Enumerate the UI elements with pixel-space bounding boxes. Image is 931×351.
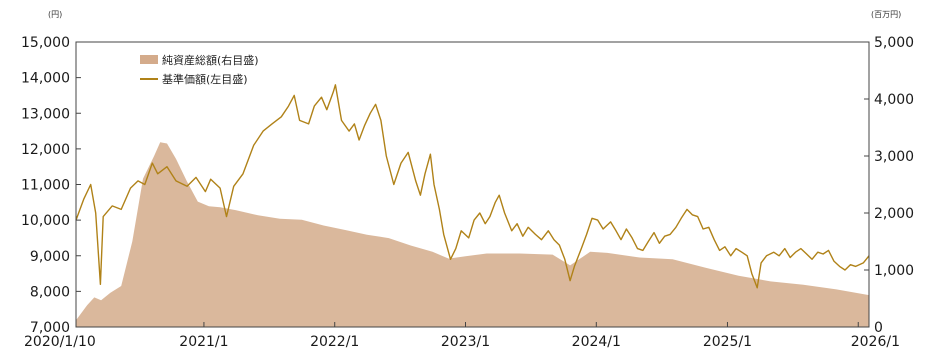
left-tick-label-12-000: 12,000 bbox=[21, 142, 70, 158]
left-tick-label-14-000: 14,000 bbox=[21, 71, 70, 87]
x-tick-label-2025-1: 2025/1 bbox=[703, 334, 752, 350]
right-tick-label-1-000: 1,000 bbox=[874, 263, 914, 279]
left-tick-label-8-000: 8,000 bbox=[30, 284, 70, 300]
right-tick-label-4-000: 4,000 bbox=[874, 92, 914, 108]
x-tick-label-2026-1: 2026/1 bbox=[851, 334, 900, 350]
x-tick-label-2020-1-10: 2020/1/10 bbox=[24, 334, 96, 350]
right-axis: 0 1,000 2,000 3,000 4,000 5,000 bbox=[864, 35, 914, 336]
left-tick-label-15-000: 15,000 bbox=[21, 35, 70, 51]
left-tick-label-13-000: 13,000 bbox=[21, 106, 70, 122]
left-axis: 7,000 8,000 9,000 10,000 11,000 12,000 13,000 1… bbox=[21, 35, 81, 336]
legend-label-nav: 基準価額(左目盛) bbox=[162, 72, 248, 86]
right-tick-label-3-000: 3,000 bbox=[874, 149, 914, 165]
right-tick-label-5-000: 5,000 bbox=[874, 35, 914, 51]
x-tick-label-2023-1: 2023/1 bbox=[441, 334, 490, 350]
left-tick-label-10-000: 10,000 bbox=[21, 213, 70, 229]
x-tick-label-2022-1: 2022/1 bbox=[310, 334, 359, 350]
legend-swatch-net-assets bbox=[140, 55, 158, 64]
left-axis-unit: (円) bbox=[48, 10, 62, 19]
legend: 純資産総額(右目盛) 基準価額(左目盛) bbox=[140, 53, 259, 86]
nav-line bbox=[75, 84, 870, 289]
left-tick-label-11-000: 11,000 bbox=[21, 178, 70, 194]
left-tick-label-7-000: 7,000 bbox=[30, 320, 70, 336]
x-axis: 2020/1/10 2021/1 2022/1 2023/1 2024/1 2025/1 2… bbox=[24, 322, 900, 350]
legend-label-net-assets: 純資産総額(右目盛) bbox=[162, 53, 259, 67]
right-tick-label-0: 0 bbox=[874, 320, 883, 336]
net-assets-area bbox=[76, 142, 869, 327]
right-axis-unit: (百万円) bbox=[871, 10, 901, 19]
x-tick-label-2021-1: 2021/1 bbox=[179, 334, 228, 350]
x-tick-label-2024-1: 2024/1 bbox=[572, 334, 621, 350]
right-tick-label-2-000: 2,000 bbox=[874, 206, 914, 222]
left-tick-label-9-000: 9,000 bbox=[30, 249, 70, 265]
